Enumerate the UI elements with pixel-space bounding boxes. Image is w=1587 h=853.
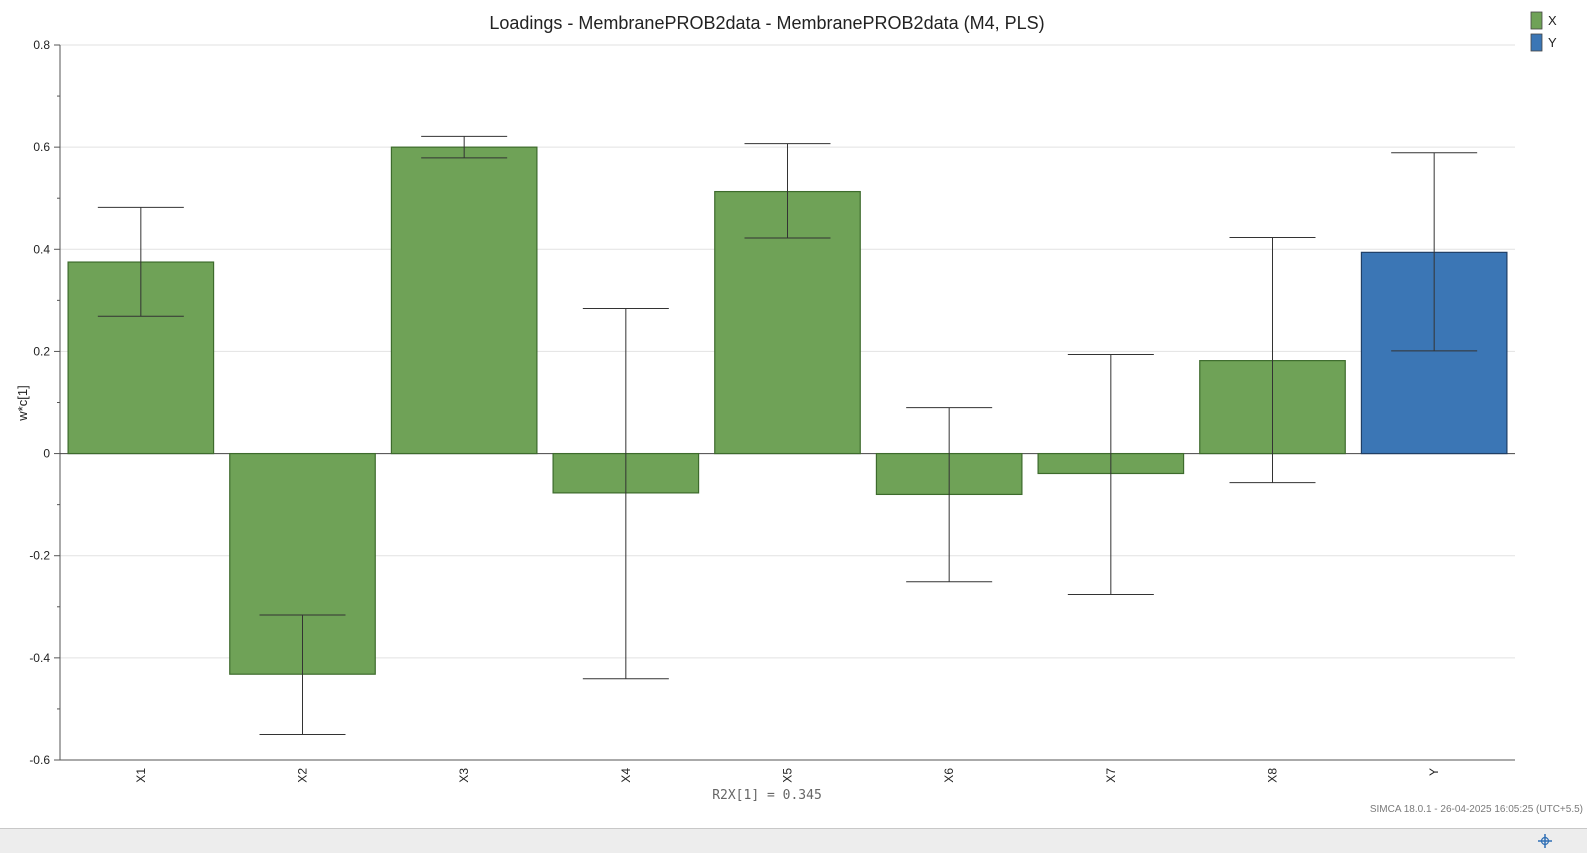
crosshair-icon[interactable] (1537, 833, 1553, 849)
y-tick-label: -0.6 (29, 753, 50, 767)
x-tick-label: X7 (1104, 768, 1118, 783)
error-bars (97, 135, 1478, 735)
legend: XY (1530, 11, 1557, 52)
y-tick-label: 0.4 (33, 242, 50, 256)
y-tick-label: 0.8 (33, 38, 50, 52)
y-tick-label: -0.4 (29, 651, 50, 665)
legend-label-y: Y (1548, 35, 1557, 50)
x-tick-label: X3 (457, 768, 471, 783)
x-tick-label: Y (1427, 768, 1441, 776)
status-bar (0, 828, 1587, 853)
x-tick-label: X6 (942, 768, 956, 783)
loadings-chart: Loadings - MembranePROB2data - MembraneP… (15, 11, 1557, 803)
tick-labels: 0.8 0.6 0.4 0.2 0 -0.2 -0.4 -0.6 X1 X2 X3 X4 X5 X6 X7 X… (29, 38, 1441, 783)
y-tick-label: 0.2 (33, 344, 50, 358)
legend-label-x: X (1548, 13, 1557, 28)
chart-title: Loadings - MembranePROB2data - MembraneP… (489, 13, 1044, 33)
y-tick-label: 0.6 (33, 140, 50, 154)
legend-swatch-y (1530, 33, 1543, 52)
x-tick-label: X1 (134, 768, 148, 783)
x-tick-label: X8 (1266, 768, 1280, 783)
legend-swatch-x (1530, 11, 1543, 30)
y-axis-label: w*c[1] (15, 385, 30, 421)
y-tick-label: -0.2 (29, 549, 50, 563)
bar-x3 (390, 146, 538, 455)
y-tick-label: 0 (43, 447, 50, 461)
software-footer: SIMCA 18.0.1 - 26-04-2025 16:05:25 (UTC+… (1369, 804, 1583, 815)
x-tick-label: X5 (781, 768, 795, 783)
x-axis-label: R2X[1] = 0.345 (712, 788, 822, 803)
x-tick-label: X4 (619, 768, 633, 783)
x-tick-label: X2 (296, 768, 310, 783)
